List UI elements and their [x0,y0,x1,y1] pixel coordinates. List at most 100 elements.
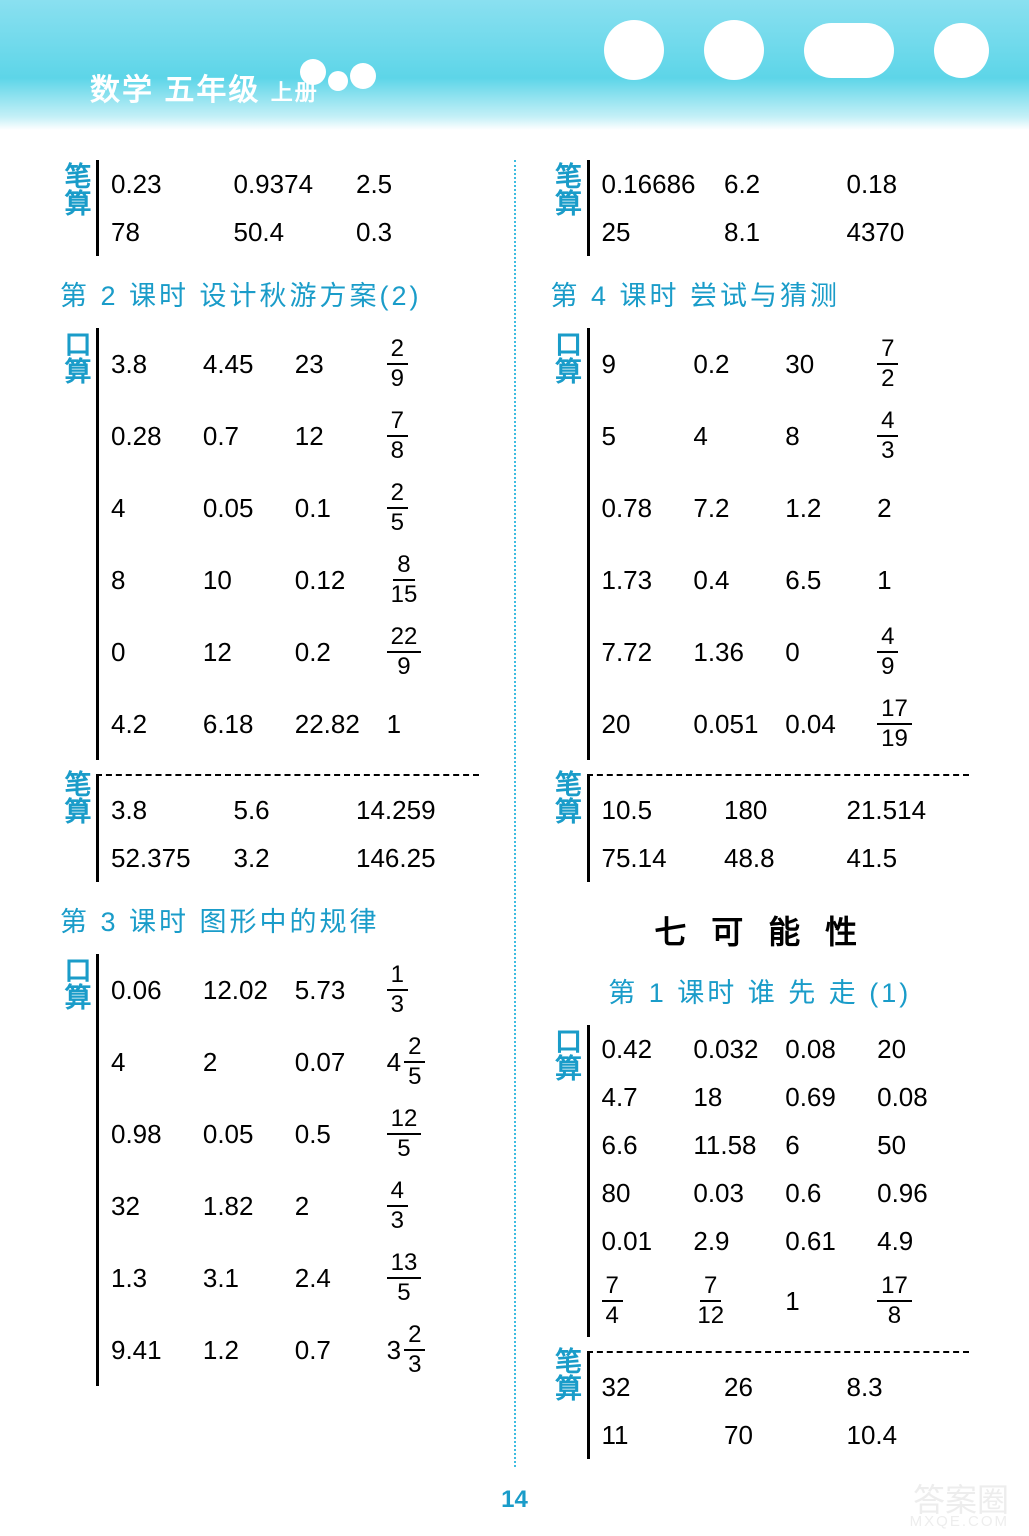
bisuan-label: 笔算 [60,160,96,256]
data-cell: 4.9 [877,1226,969,1257]
data-cell: 32 [111,1191,203,1222]
calc-data: 3.84.4523290.280.7127840.050.1258100.128… [96,328,479,760]
data-cell: 1 [387,709,479,740]
kousuan-block-s3: 口算 0.0612.025.7313420.074250.980.050.512… [60,954,479,1386]
data-cell: 4 [111,493,203,524]
subject: 数学 [90,74,154,107]
data-row: 1.730.46.51 [602,544,970,616]
data-cell: 0.5 [295,1119,387,1150]
left-column: 笔算 0.230.93742.57850.40.3 第 2 课时 设计秋游方案(… [60,160,479,1467]
calc-data: 0.230.93742.57850.40.3 [96,160,479,256]
data-cell: 5.73 [295,975,387,1006]
data-cell: 80 [602,1178,694,1209]
kousuan-label: 口算 [551,328,587,760]
data-row: 52.3753.2146.25 [111,834,479,882]
bisuan-block-top-right: 笔算 0.166866.20.18258.14370 [551,160,970,256]
data-cell: 2 [203,1047,295,1078]
data-cell: 1.82 [203,1191,295,1222]
data-cell: 50.4 [234,217,357,248]
data-cell: 12.02 [203,975,295,1006]
data-row: 321.82243 [111,1170,479,1242]
data-row: 0.980.050.5125 [111,1098,479,1170]
data-row: 54843 [602,400,970,472]
data-row: 117010.4 [602,1411,970,1459]
data-cell: 5 [602,421,694,452]
data-cell: 2.5 [356,169,479,200]
calc-data: 0.166866.20.18258.14370 [587,160,970,256]
data-cell: 23 [295,349,387,380]
data-cell: 6.18 [203,709,295,740]
data-cell: 0.96 [877,1178,969,1209]
data-cell: 8 [111,565,203,596]
data-cell: 8.3 [847,1372,970,1403]
data-cell: 0.08 [877,1082,969,1113]
data-cell: 12 [203,637,295,668]
data-cell: 26 [724,1372,847,1403]
data-cell: 52.375 [111,843,234,874]
data-cell: 0.61 [785,1226,877,1257]
grade: 五年级 [164,74,260,107]
data-row: 32268.3 [602,1363,970,1411]
data-cell: 6 [785,1130,877,1161]
data-cell: 0.98 [111,1119,203,1150]
kousuan-label: 口算 [60,328,96,760]
data-cell: 6.6 [602,1130,694,1161]
data-cell: 1.73 [602,565,694,596]
calc-data: 10.518021.51475.1448.841.5 [587,774,970,882]
data-cell: 0.07 [295,1047,387,1078]
bubble-decoration [300,65,376,91]
data-row: 3.84.452329 [111,328,479,400]
data-cell: 43 [877,409,969,463]
bisuan-block-top-left: 笔算 0.230.93742.57850.40.3 [60,160,479,256]
data-cell: 10.5 [602,795,725,826]
data-row: 420.07425 [111,1026,479,1098]
data-cell: 0.16686 [602,169,725,200]
data-row: 200.0510.041719 [602,688,970,760]
kousuan-block-s4: 口算 90.23072548430.787.21.221.730.46.517.… [551,328,970,760]
data-cell: 75.14 [602,843,725,874]
data-cell: 0.7 [295,1335,387,1366]
watermark-url: MXQE.COM [910,1513,1009,1530]
data-cell: 21.514 [847,795,970,826]
data-cell: 1.3 [111,1263,203,1294]
data-cell: 0.4 [693,565,785,596]
data-cell: 78 [387,409,479,463]
data-cell: 6.5 [785,565,877,596]
data-cell: 3.8 [111,349,203,380]
data-cell: 1 [785,1286,877,1317]
data-cell: 7.2 [693,493,785,524]
data-cell: 0.42 [602,1034,694,1065]
right-column: 笔算 0.166866.20.18258.14370 第 4 课时 尝试与猜测 … [551,160,970,1467]
data-row: 0.280.71278 [111,400,479,472]
header-shapes [604,20,989,80]
page-content: 笔算 0.230.93742.57850.40.3 第 2 课时 设计秋游方案(… [0,130,1029,1487]
data-cell: 0.2 [295,637,387,668]
data-cell: 3.8 [111,795,234,826]
data-cell: 72 [877,337,969,391]
data-row: 7.721.36049 [602,616,970,688]
data-cell: 4.45 [203,349,295,380]
data-cell: 2.9 [693,1226,785,1257]
data-cell: 0.04 [785,709,877,740]
data-row: 8100.12815 [111,544,479,616]
data-cell: 0.1 [295,493,387,524]
data-cell: 4 [693,421,785,452]
data-cell: 13 [387,963,479,1017]
data-cell: 30 [785,349,877,380]
bisuan-block-s4: 笔算 10.518021.51475.1448.841.5 [551,768,970,882]
data-cell: 4370 [847,217,970,248]
data-cell: 0 [111,637,203,668]
data-cell: 125 [387,1107,479,1161]
data-cell: 0.12 [295,565,387,596]
data-cell: 1.36 [693,637,785,668]
data-cell: 10 [203,565,295,596]
data-cell: 1.2 [785,493,877,524]
data-cell: 5.6 [234,795,357,826]
data-cell: 9 [602,349,694,380]
data-cell: 48.8 [724,843,847,874]
data-cell: 20 [877,1034,969,1065]
data-cell: 10.4 [847,1420,970,1451]
calc-data: 3.85.614.25952.3753.2146.25 [96,774,479,882]
data-cell: 29 [387,337,479,391]
kousuan-label: 口算 [551,1025,587,1337]
